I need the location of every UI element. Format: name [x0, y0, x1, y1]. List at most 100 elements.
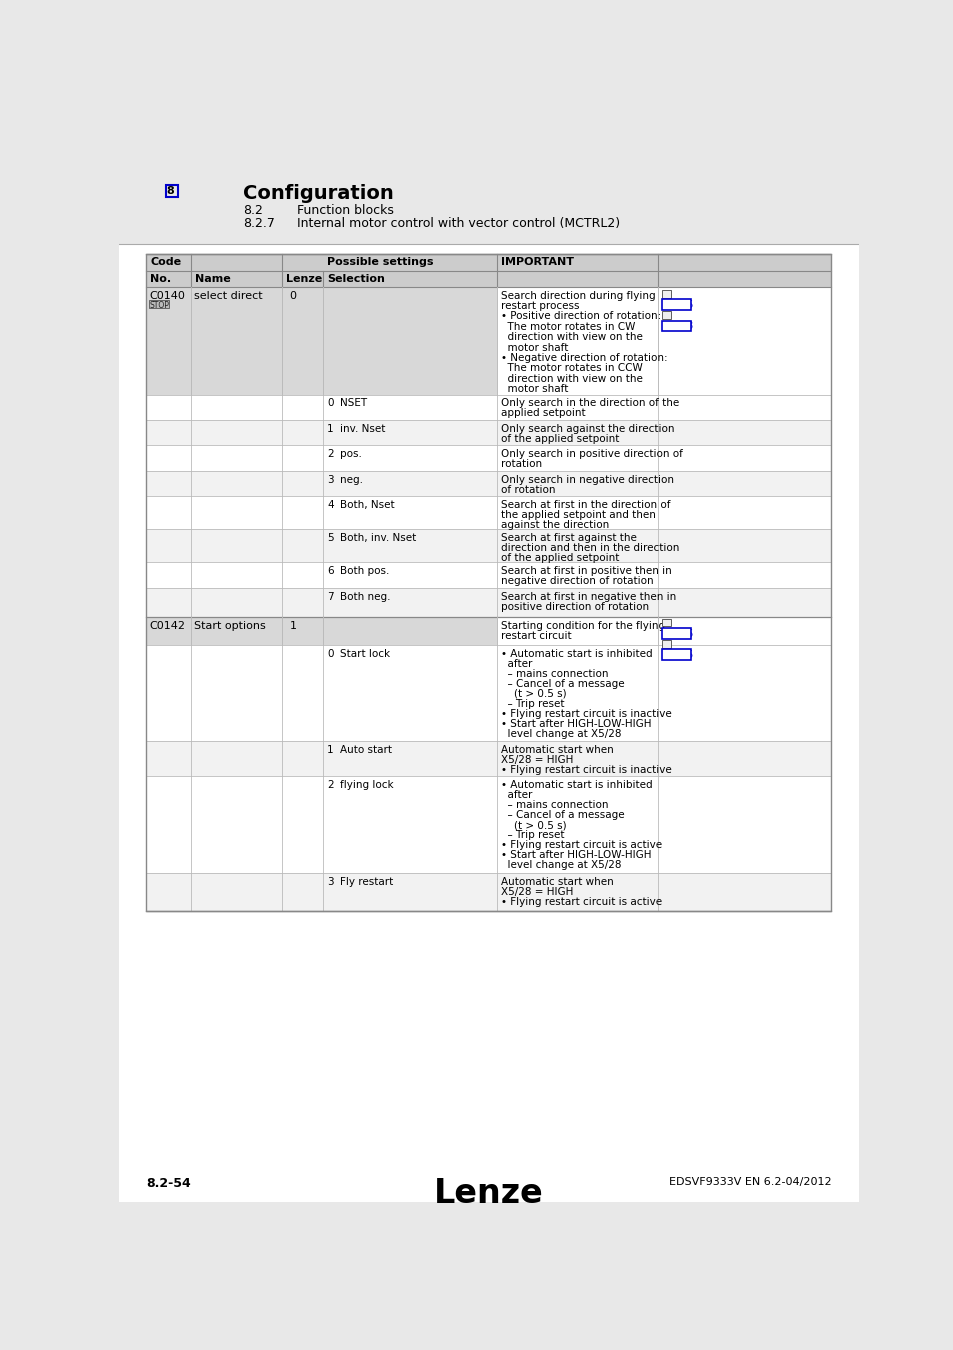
- Text: flying lock: flying lock: [340, 780, 394, 790]
- Text: of the applied setpoint: of the applied setpoint: [500, 433, 618, 444]
- Text: inv. Nset: inv. Nset: [340, 424, 385, 433]
- Bar: [661, 649, 691, 660]
- Text: 8.2-65: 8.2-65: [661, 651, 693, 660]
- Text: Start options: Start options: [194, 621, 266, 630]
- Bar: [119, 162, 858, 246]
- Text: C0142: C0142: [150, 621, 185, 630]
- Text: Selection: Selection: [327, 274, 384, 285]
- Text: Possible settings: Possible settings: [327, 258, 433, 267]
- Text: rotation: rotation: [500, 459, 541, 470]
- Text: X5/28 = HIGH: X5/28 = HIGH: [500, 887, 573, 896]
- Text: C0140: C0140: [150, 290, 185, 301]
- Text: 2: 2: [327, 780, 334, 790]
- Bar: [146, 529, 831, 563]
- Bar: [146, 254, 831, 911]
- Bar: [146, 471, 831, 497]
- Text: Lenze: Lenze: [434, 1177, 543, 1210]
- Text: STOP: STOP: [150, 301, 170, 309]
- Text: – Trip reset: – Trip reset: [500, 699, 563, 709]
- Bar: [497, 617, 831, 645]
- Text: Both, inv. Nset: Both, inv. Nset: [340, 533, 416, 543]
- Text: – Cancel of a message: – Cancel of a message: [500, 810, 623, 821]
- Text: 4: 4: [327, 500, 334, 510]
- Text: Both pos.: Both pos.: [340, 566, 389, 576]
- Text: 8.2-36: 8.2-36: [661, 629, 693, 639]
- Text: – Cancel of a message: – Cancel of a message: [500, 679, 623, 688]
- Bar: [146, 286, 497, 394]
- Text: 2: 2: [327, 450, 334, 459]
- Text: • Flying restart circuit is inactive: • Flying restart circuit is inactive: [500, 765, 671, 775]
- Text: Search at first in the direction of: Search at first in the direction of: [500, 500, 669, 510]
- Text: applied setpoint: applied setpoint: [500, 409, 584, 418]
- Text: 0: 0: [327, 398, 334, 409]
- Text: Only search against the direction: Only search against the direction: [500, 424, 674, 433]
- Text: Search direction during flying: Search direction during flying: [500, 290, 655, 301]
- Text: level change at X5/28: level change at X5/28: [500, 729, 620, 738]
- Text: level change at X5/28: level change at X5/28: [500, 860, 620, 871]
- Text: 8.2: 8.2: [243, 204, 263, 217]
- Bar: [146, 563, 831, 587]
- Text: Code: Code: [150, 258, 181, 267]
- Text: restart circuit: restart circuit: [500, 630, 571, 641]
- Text: (t > 0.5 s): (t > 0.5 s): [500, 688, 565, 699]
- Bar: [146, 271, 831, 286]
- Text: 1: 1: [290, 621, 296, 630]
- Bar: [146, 645, 831, 741]
- Text: restart process: restart process: [500, 301, 578, 310]
- Text: – Trip reset: – Trip reset: [500, 830, 563, 840]
- Bar: [661, 640, 670, 648]
- Text: 6: 6: [327, 566, 334, 576]
- Text: No.: No.: [150, 274, 172, 285]
- Text: the applied setpoint and then: the applied setpoint and then: [500, 510, 655, 520]
- Bar: [166, 185, 178, 197]
- Text: 1: 1: [327, 745, 334, 755]
- Text: Only search in positive direction of: Only search in positive direction of: [500, 450, 681, 459]
- Text: The motor rotates in CW: The motor rotates in CW: [500, 321, 635, 332]
- Text: motor shaft: motor shaft: [500, 385, 567, 394]
- Text: (t > 0.5 s): (t > 0.5 s): [500, 821, 565, 830]
- Text: • Flying restart circuit is inactive: • Flying restart circuit is inactive: [500, 709, 671, 718]
- Bar: [146, 254, 831, 271]
- Text: Auto start: Auto start: [340, 745, 392, 755]
- Text: select direct: select direct: [194, 290, 263, 301]
- Text: positive direction of rotation: positive direction of rotation: [500, 602, 648, 612]
- Bar: [146, 617, 497, 645]
- Text: Search at first against the: Search at first against the: [500, 533, 636, 543]
- Bar: [146, 741, 831, 776]
- Text: after: after: [500, 659, 532, 668]
- Text: neg.: neg.: [340, 475, 363, 485]
- Text: 8.2-25: 8.2-25: [661, 300, 693, 310]
- Bar: [146, 394, 831, 420]
- Text: pos.: pos.: [340, 450, 361, 459]
- Text: • Automatic start is inhibited: • Automatic start is inhibited: [500, 648, 652, 659]
- Bar: [146, 497, 831, 529]
- Text: Fly restart: Fly restart: [340, 876, 393, 887]
- Text: 3: 3: [327, 876, 334, 887]
- Text: 8: 8: [167, 186, 174, 196]
- Bar: [661, 628, 691, 639]
- Text: direction with view on the: direction with view on the: [500, 332, 641, 342]
- Text: • Flying restart circuit is active: • Flying restart circuit is active: [500, 896, 661, 907]
- Text: Automatic start when: Automatic start when: [500, 876, 613, 887]
- Text: Both, Nset: Both, Nset: [340, 500, 395, 510]
- Text: Start lock: Start lock: [340, 648, 390, 659]
- Text: – mains connection: – mains connection: [500, 801, 607, 810]
- Text: 7: 7: [327, 591, 334, 602]
- Text: 0: 0: [290, 290, 296, 301]
- Text: 8.2.7: 8.2.7: [243, 217, 274, 231]
- Text: of rotation: of rotation: [500, 485, 555, 494]
- Bar: [146, 446, 831, 471]
- Text: Search at first in positive then in: Search at first in positive then in: [500, 566, 671, 576]
- Text: • Automatic start is inhibited: • Automatic start is inhibited: [500, 780, 652, 790]
- Text: Starting condition for the flying: Starting condition for the flying: [500, 621, 664, 630]
- Bar: [146, 872, 831, 911]
- Text: Automatic start when: Automatic start when: [500, 745, 613, 755]
- Text: • Positive direction of rotation:: • Positive direction of rotation:: [500, 312, 660, 321]
- Text: 8.2-54: 8.2-54: [146, 1177, 191, 1189]
- Text: • Start after HIGH-LOW-HIGH: • Start after HIGH-LOW-HIGH: [500, 718, 650, 729]
- Text: Lenze: Lenze: [286, 274, 322, 285]
- Bar: [146, 587, 831, 617]
- Text: Function blocks: Function blocks: [297, 204, 394, 217]
- Bar: [661, 618, 670, 626]
- Bar: [146, 254, 831, 911]
